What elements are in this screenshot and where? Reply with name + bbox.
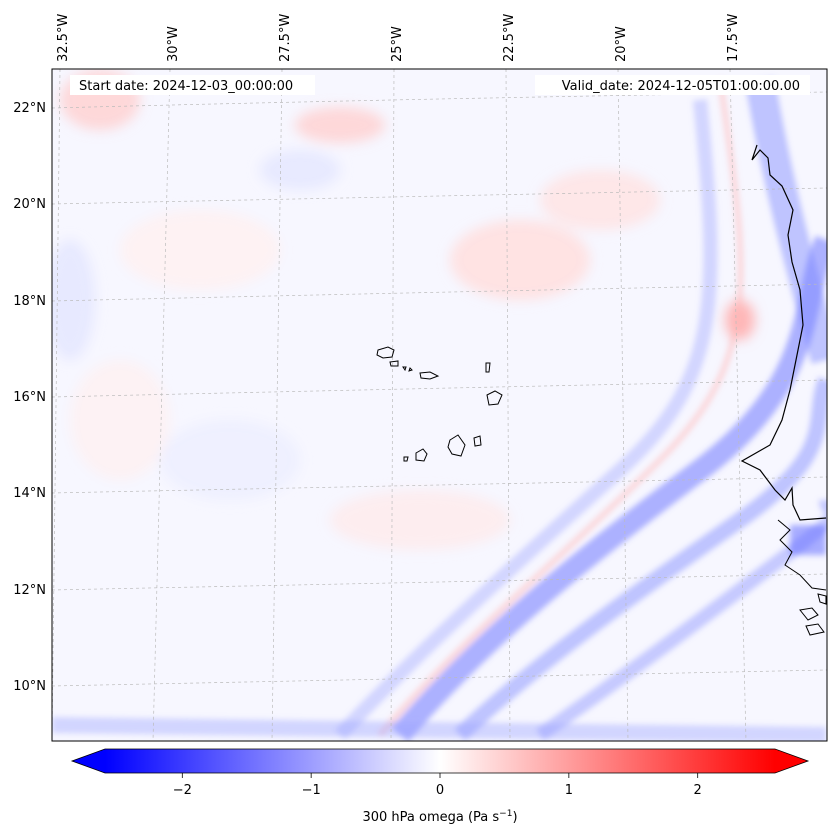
lat-label: 22°N [13,101,46,116]
colorbar-tick-label: 2 [694,783,702,798]
colorbar: −2 −1 0 1 2 300 hPa omega (Pa s−1) [70,748,810,825]
lon-label: 25°W [390,26,405,62]
lon-label: 20°W [614,26,629,62]
colorbar-tick-label: 1 [565,783,573,798]
omega-field: Start date: 2024-12-03_00:00:00 Valid_da… [52,69,827,741]
lon-label: 17.5°W [726,14,741,62]
valid-date-label: Valid_date: 2024-12-05T01:00:00.00 [562,79,800,94]
colorbar-tick-label: −2 [173,783,192,798]
lon-label: 30°W [166,26,181,62]
lat-label: 10°N [13,679,46,694]
lat-label: 12°N [13,583,46,598]
lat-label: 16°N [13,390,46,405]
lat-label: 20°N [13,197,46,212]
map-frame [51,68,828,742]
colorbar-outline [70,748,810,774]
lon-label: 27.5°W [278,14,293,62]
colorbar-gradient [105,749,775,773]
cape-verde-islands [376,346,503,462]
start-date-box [70,75,315,95]
colorbar-high-extend [775,749,808,773]
colorbar-tick-label: 0 [436,783,444,798]
lon-labels: 32.5°W 30°W 27.5°W 25°W 22.5°W 20°W 17.5… [56,14,741,62]
graticule [52,69,827,741]
lat-label: 18°N [13,294,46,309]
coastline [740,144,827,521]
bijagos-islands [799,593,827,636]
valid-date-box [535,75,810,95]
colorbar-ticks: −2 −1 0 1 2 [173,773,702,798]
lon-label: 32.5°W [56,14,71,62]
lon-label: 22.5°W [502,14,517,62]
colorbar-low-extend [72,749,105,773]
lat-labels: 22°N 20°N 18°N 16°N 14°N 12°N 10°N [13,101,46,694]
colorbar-label: 300 hPa omega (Pa s−1) [362,809,517,825]
start-date-label: Start date: 2024-12-03_00:00:00 [79,79,293,94]
lat-label: 14°N [13,486,46,501]
colorbar-tick-label: −1 [302,783,321,798]
coastline-south [777,519,827,591]
